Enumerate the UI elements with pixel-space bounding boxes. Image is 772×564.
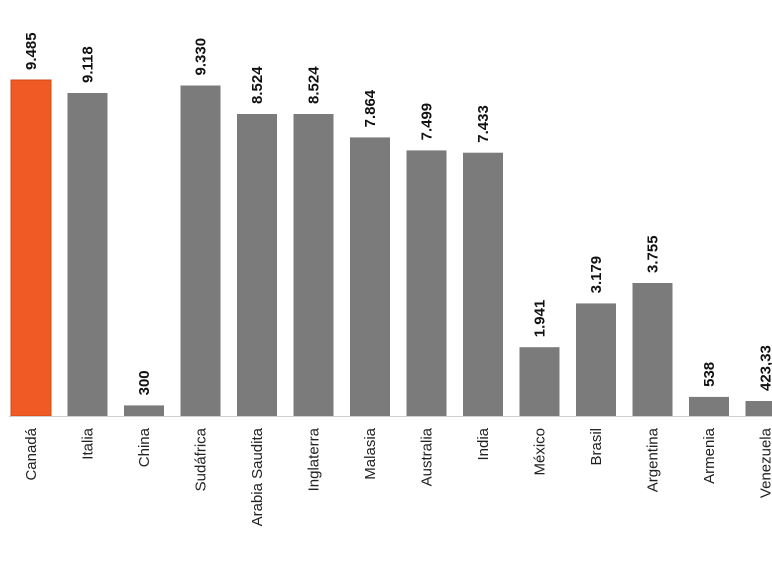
bar-12 — [632, 283, 673, 416]
value-label: 7.864 — [362, 89, 379, 127]
value-label: 8.524 — [306, 66, 323, 104]
bar-13 — [689, 396, 729, 416]
value-label: 1.941 — [532, 300, 549, 338]
value-label: 7.433 — [475, 105, 492, 143]
bar-3 — [124, 405, 164, 416]
value-label: 8.524 — [249, 66, 266, 104]
bar-4 — [180, 85, 221, 416]
bar-14 — [745, 401, 772, 416]
category-label: México — [532, 428, 549, 476]
bar-11 — [576, 303, 616, 416]
value-label: 423,33 — [758, 345, 772, 391]
value-label: 9.485 — [23, 32, 40, 70]
category-label: China — [136, 427, 153, 467]
bar-9 — [463, 152, 503, 416]
bar-10 — [519, 347, 560, 416]
bars-group — [10, 79, 772, 417]
value-label: 300 — [136, 370, 153, 395]
bar-2 — [67, 93, 108, 416]
category-label: Canadá — [23, 427, 40, 480]
category-label: Arabia Saudita — [249, 427, 266, 526]
bar-5 — [237, 114, 277, 416]
category-label: Australia — [419, 427, 436, 486]
value-label: 3.755 — [645, 235, 662, 273]
value-label: 9.118 — [80, 46, 97, 83]
category-labels-group: Canadá Italia China Sudáfrica Arabia Saudita… — [23, 427, 772, 526]
category-label: Argentina — [645, 427, 662, 492]
bar-1 — [10, 79, 52, 417]
category-label: Sudáfrica — [193, 427, 210, 491]
value-labels-group: 9.485 9.118 300 9.330 8.524 8.524 7.864 7.499 7.… — [23, 32, 772, 395]
category-label: India — [475, 427, 492, 460]
bar-8 — [406, 150, 447, 416]
value-label: 538 — [701, 362, 718, 387]
category-label: Italia — [80, 427, 97, 459]
bar-7 — [350, 137, 390, 416]
value-label: 3.179 — [588, 256, 605, 294]
value-label: 7.499 — [419, 103, 436, 141]
category-label: Brasil — [588, 428, 605, 466]
category-label: Venezuela — [758, 427, 772, 498]
bar-6 — [293, 114, 334, 416]
category-label: Malasia — [362, 427, 379, 479]
category-label: Armenia — [701, 427, 718, 484]
value-label: 9.330 — [193, 38, 210, 76]
category-label: Inglaterra — [306, 427, 323, 491]
